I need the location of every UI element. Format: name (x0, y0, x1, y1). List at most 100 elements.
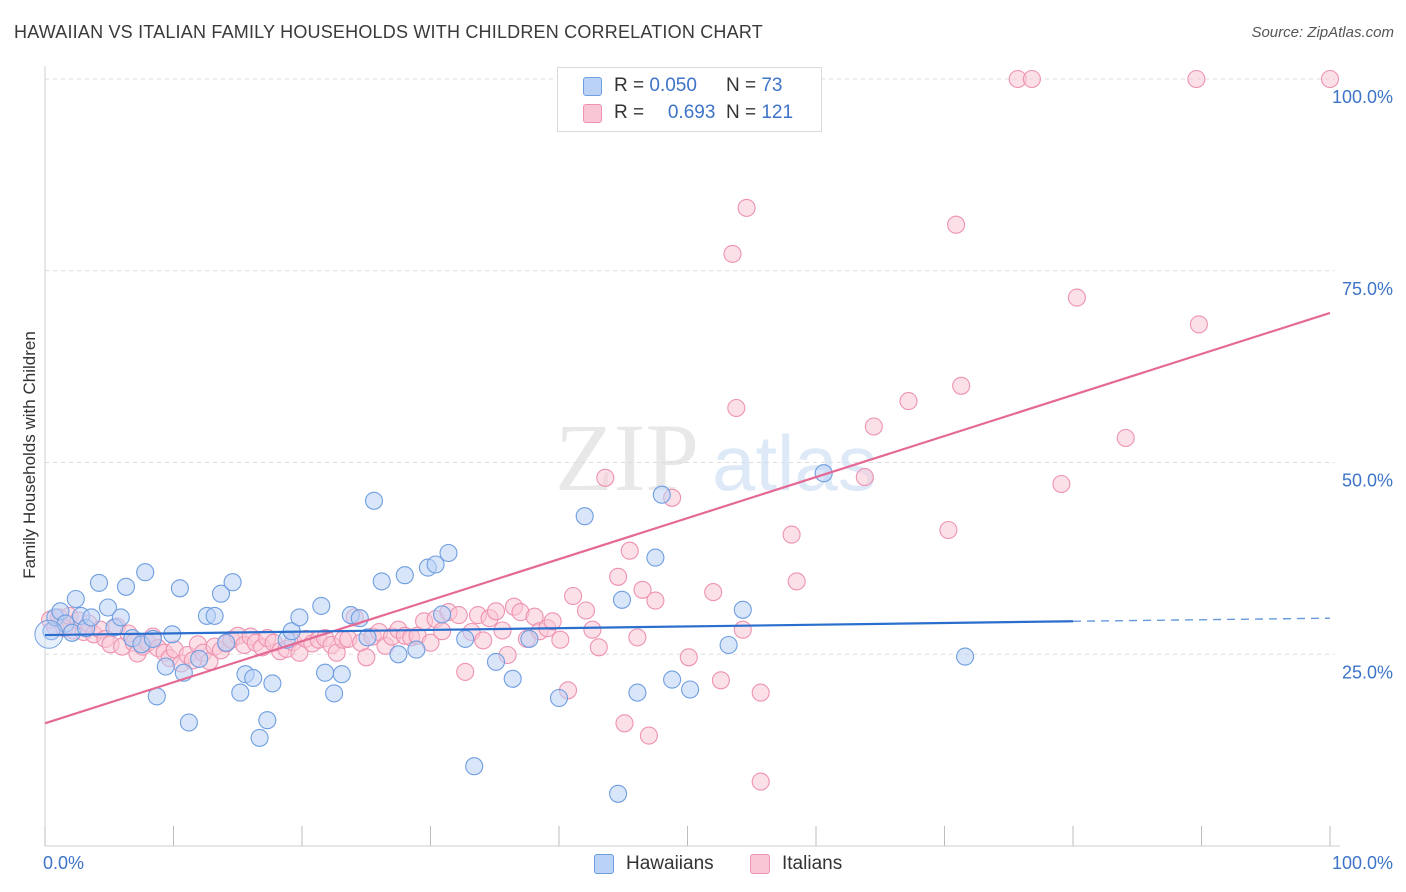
italian-point (727, 398, 746, 418)
hawaiian-point (116, 577, 136, 596)
hawaiian-point (170, 579, 189, 598)
y-tick-label: 50.0% (1342, 471, 1393, 491)
italian-point (737, 198, 756, 217)
hawaiian-point (98, 598, 118, 617)
legend-n-label: N = (725, 75, 757, 96)
hawaiian-point (332, 665, 351, 684)
italian-point (782, 525, 801, 544)
hawaiian-point (82, 608, 101, 627)
italian-point (733, 620, 752, 639)
hawaiian-point (66, 589, 85, 609)
italian-point (639, 726, 658, 745)
legend-swatch-hawaiians (583, 76, 602, 96)
bottom-legend-hawaiians: Hawaiians (594, 852, 714, 876)
hawaiian-point (312, 596, 331, 615)
italian-point (615, 714, 634, 733)
hawaiian-point (575, 507, 594, 526)
bottom-legend-label-italians: Italians (782, 853, 843, 874)
legend-swatch-italians (583, 103, 602, 123)
bottom-legend-swatch-italians (750, 854, 770, 874)
italian-point (711, 671, 730, 690)
italian-point (1320, 69, 1340, 89)
hawaiians-trend-extension (1072, 617, 1331, 622)
hawaiian-point (364, 491, 384, 510)
trend-lines (44, 311, 1331, 725)
hawaiian-point (663, 670, 682, 689)
hawaiian-point (520, 629, 539, 648)
italian-point (564, 586, 583, 606)
y-tick-label: 100.0% (1332, 87, 1393, 107)
hawaiian-point (426, 555, 445, 574)
italian-point (723, 244, 742, 263)
hawaiian-point (612, 590, 632, 609)
hawaiian-point (549, 688, 569, 708)
grid-lines (45, 78, 1335, 655)
italian-point (357, 648, 376, 667)
hawaiian-point (372, 572, 391, 591)
hawaiian-point (681, 680, 700, 699)
italian-point (1052, 474, 1071, 494)
italian-point (1116, 428, 1135, 448)
hawaiian-point (439, 543, 458, 563)
y-tick-label: 25.0% (1342, 662, 1393, 682)
hawaiian-point (433, 605, 452, 624)
hawaiian-point (89, 573, 109, 592)
hawaiian-point (733, 600, 752, 619)
italian-point (679, 648, 698, 667)
italian-point (646, 591, 665, 610)
italian-point (633, 580, 652, 599)
hawaiian-point (646, 548, 665, 567)
hawaiian-point (111, 608, 130, 627)
series-hawaiians (34, 464, 975, 803)
italian-point (855, 468, 874, 487)
legend-r-label: R = (614, 102, 645, 123)
hawaiian-point (407, 640, 426, 659)
italian-point (474, 631, 493, 650)
italian-point (456, 662, 475, 681)
hawaiian-point (217, 633, 236, 652)
italian-point (947, 215, 966, 234)
italian-point (620, 541, 639, 560)
legend-r-value: 0.050 (649, 75, 697, 96)
italian-point (583, 620, 602, 639)
italian-point (449, 606, 468, 625)
legend: R = 0.050 N = 73 R = 0.693 N = 121 (557, 67, 822, 132)
italian-point (939, 520, 958, 540)
hawaiian-point (263, 674, 282, 693)
hawaiian-point (956, 647, 975, 666)
italian-point (751, 772, 770, 791)
italian-point (704, 583, 723, 602)
bottom-legend-label-hawaiians: Hawaiians (626, 853, 714, 874)
hawaiian-point (250, 728, 269, 747)
hawaiian-point (628, 683, 647, 702)
hawaiian-point (609, 784, 628, 803)
source-label: Source: ZipAtlas.com (1251, 24, 1394, 41)
hawaiian-point (136, 563, 155, 582)
hawaiian-point (465, 757, 484, 776)
italian-point (899, 392, 918, 411)
italian-point (493, 621, 512, 640)
hawaiian-point (719, 635, 738, 655)
watermark: ZIP atlas (555, 404, 877, 511)
italian-point (1022, 69, 1041, 89)
axes (44, 66, 1340, 847)
italian-point (576, 601, 596, 620)
hawaiian-point (316, 663, 335, 682)
hawaiian-point (156, 657, 175, 676)
italian-point (543, 612, 562, 631)
tick-labels: 25.0% 50.0% 75.0% 100.0% 0.0% 100.0% (43, 87, 1393, 873)
hawaiian-point (486, 652, 506, 671)
hawaiian-point (179, 713, 198, 732)
hawaiian-point (205, 606, 224, 625)
legend-r-label: R = (614, 75, 645, 96)
bottom-legend-swatch-hawaiians (594, 854, 614, 874)
y-tick-label: 75.0% (1342, 279, 1393, 299)
hawaiian-point (244, 668, 263, 688)
italian-point (1067, 288, 1086, 307)
italian-point (787, 572, 806, 591)
italian-point (751, 683, 770, 702)
italian-point (486, 602, 506, 621)
italian-point (628, 628, 647, 647)
italian-point (433, 622, 452, 641)
